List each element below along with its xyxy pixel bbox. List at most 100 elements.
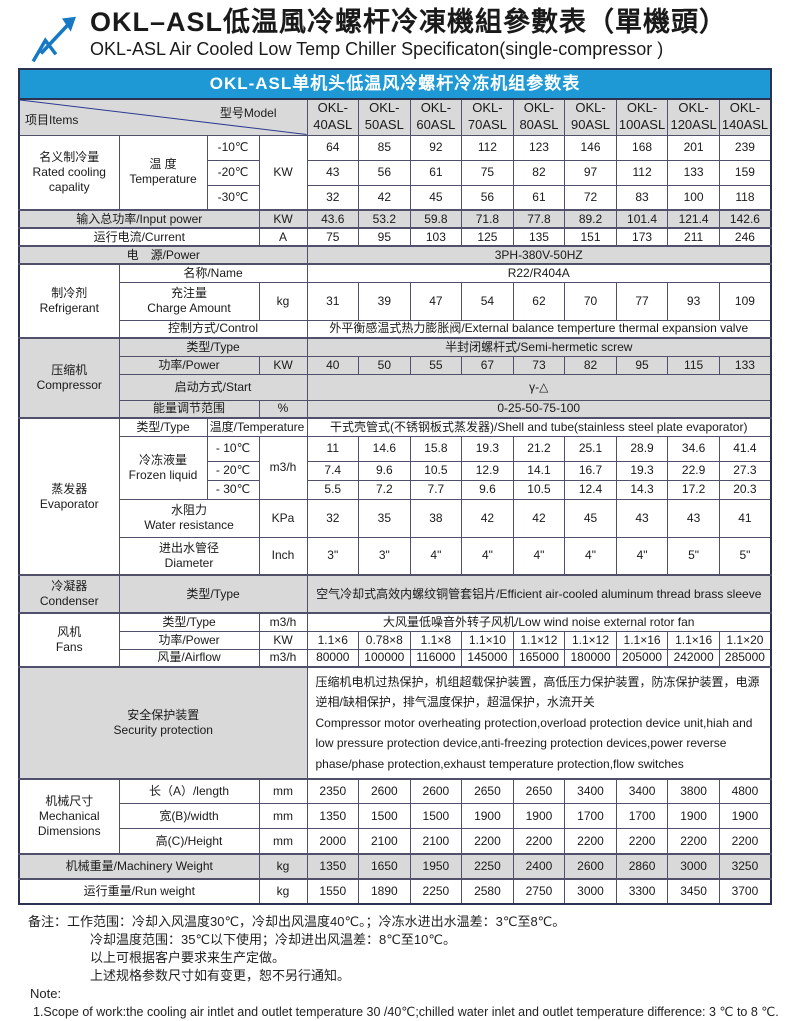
cell: 0.78×8 (358, 630, 411, 650)
cell: 2100 (409, 828, 463, 855)
cell: 100000 (358, 648, 411, 668)
cell: 135 (512, 227, 566, 247)
cell: 242000 (667, 648, 720, 668)
cell: 3300 (615, 877, 669, 905)
table-row: 输入总功率/Input power KW 43.6 53.2 59.8 71.8 77.8 8… (18, 209, 772, 229)
cell: 2650 (512, 777, 566, 805)
cell: 115 (667, 355, 720, 375)
model-header: OKL- 120ASL (667, 98, 720, 136)
cell: 大风量低噪音外转子风机/Low wind noise external roto… (306, 612, 772, 632)
cell: 2200 (615, 828, 669, 855)
fans-label: 风机 Fans (18, 612, 120, 668)
spec-table: OKL-ASL单机头低温风冷螺杆冷冻机组参数表 项目Items 型号Model OKL… (18, 68, 772, 905)
cell: 1890 (358, 877, 411, 905)
cell: 43 (615, 498, 669, 538)
cell: 风量/Airflow (118, 648, 260, 668)
cell: 2200 (512, 828, 566, 855)
cell: 31 (306, 281, 360, 321)
cell: 45 (409, 184, 463, 211)
model-header: OKL- 80ASL (512, 98, 566, 136)
cell: 4" (564, 536, 617, 576)
cell: 2200 (667, 828, 720, 855)
cell: 35 (358, 498, 411, 538)
cell: kg (258, 281, 308, 321)
cell: 239 (718, 134, 772, 161)
cell: 112 (615, 159, 669, 186)
cell: 2580 (461, 877, 514, 905)
cell: 长（A）/length (118, 777, 260, 805)
cell: 53.2 (358, 209, 411, 229)
cell: 2650 (461, 777, 514, 805)
cell: 72 (564, 184, 617, 211)
cell: 32 (306, 498, 360, 538)
page-title: OKL–ASL低温風冷螺杆冷凍機組參數表（單機頭） (90, 7, 728, 37)
cell: 充注量 Charge Amount (118, 281, 260, 321)
cell: 类型/Type (118, 417, 208, 437)
cell: 159 (718, 159, 772, 186)
cell: 180000 (564, 648, 617, 668)
table-row: 压缩机 Compressor 类型/Type 半封闭螺杆式/Semi-hermetic… (18, 337, 772, 419)
cell: 40 (306, 355, 360, 375)
cell: 1.1×12 (512, 630, 566, 650)
cell: 1.1×12 (564, 630, 617, 650)
model-header: OKL- 90ASL (564, 98, 617, 136)
cell: 80000 (306, 648, 360, 668)
cell: 77.8 (512, 209, 566, 229)
input-power-label: 输入总功率/Input power (18, 209, 260, 229)
cell: 73 (512, 355, 566, 375)
cell: 5" (718, 536, 772, 576)
cell: 4" (512, 536, 566, 576)
cell: mm (258, 777, 308, 805)
cell: 16.7 (564, 460, 617, 481)
cell: 100 (667, 184, 720, 211)
table-row: 进出水管径 Diameter Inch 3" 3" 4" 4" 4" 4" 4" 5" 5" (19, 536, 772, 576)
cell: 1700 (564, 803, 617, 830)
cell: - 20℃ (206, 460, 260, 481)
cell: % (258, 399, 308, 419)
cell: 5" (667, 536, 720, 576)
cell: 半封闭螺杆式/Semi-hermetic screw (306, 337, 772, 357)
cell: 61 (409, 159, 463, 186)
cell: 1900 (512, 803, 566, 830)
cell: 75 (306, 227, 360, 247)
cell: 103 (409, 227, 463, 247)
cell: 10.5 (409, 460, 463, 481)
cell: 41.4 (718, 435, 772, 462)
cell: 17.2 (667, 479, 720, 500)
table-row: 宽(B)/width mm 1350 1500 1500 1900 1900 1700 1700… (19, 803, 772, 830)
notes: 备注：工作范围：冷却入风温度30℃，冷却出风温度40℃。；冷冻水进出水温差：3℃… (28, 913, 780, 1021)
cell: 43.6 (306, 209, 360, 229)
table-row: 能量调节范围% 0-25-50-75-100 (19, 399, 772, 419)
cell: 功率/Power (118, 355, 260, 375)
cell: -30℃ (206, 184, 260, 211)
cell: - 10℃ (206, 435, 260, 462)
cell: 水阻力 Water resistance (118, 498, 260, 538)
cell: 冷冻液量 Frozen liquid (118, 435, 208, 500)
cell: 3PH-380V-50HZ (306, 245, 772, 265)
cell: 246 (718, 227, 772, 247)
cell: A (258, 227, 308, 247)
cell: 10.5 (512, 479, 566, 500)
cell: 64 (306, 134, 360, 161)
cell: 34.6 (667, 435, 720, 462)
cell: R22/R404A (306, 263, 772, 283)
cell: 151 (564, 227, 617, 247)
cell: 146 (564, 134, 617, 161)
cell: 2600 (358, 777, 411, 805)
note-line: 冷却温度范围：35℃以下使用；冷却进出风温差：8℃至10℃。 (90, 931, 456, 947)
cell: 45 (564, 498, 617, 538)
evaporator-label: 蒸发器 Evaporator (18, 417, 120, 576)
cell: 47 (409, 281, 463, 321)
condenser-label: 冷凝器 Condenser (18, 574, 120, 614)
cell: 3" (358, 536, 411, 576)
cell: 59.8 (409, 209, 463, 229)
cell: 211 (667, 227, 720, 247)
cell: 1350 (306, 803, 360, 830)
cell: 11 (306, 435, 360, 462)
table-row: 功率/Power KW 40 50 55 67 73 82 95 115 133 (19, 355, 772, 375)
cell: 116000 (409, 648, 463, 668)
cell: Inch (258, 536, 308, 576)
cell: 165000 (512, 648, 566, 668)
cell: KW (258, 209, 308, 229)
model-header: OKL- 60ASL (409, 98, 463, 136)
